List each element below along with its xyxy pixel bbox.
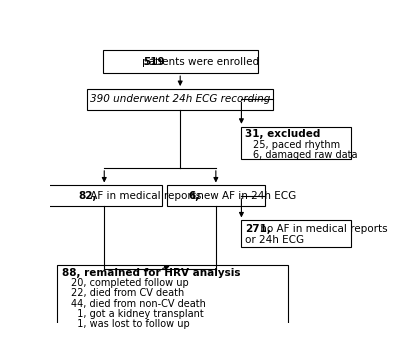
Bar: [167, 185, 265, 207]
Text: 44, died from non-CV death: 44, died from non-CV death: [71, 298, 206, 309]
Text: 22, died from CV death: 22, died from CV death: [71, 289, 184, 298]
Text: 31, excluded: 31, excluded: [245, 129, 320, 139]
Text: new AF in 24h ECG: new AF in 24h ECG: [194, 191, 296, 201]
Text: 1, got a kidney transplant: 1, got a kidney transplant: [71, 309, 204, 319]
Text: 1, was lost to follow up: 1, was lost to follow up: [71, 319, 190, 329]
Text: 25, paced rhythm: 25, paced rhythm: [253, 140, 340, 150]
Text: patients were enrolled: patients were enrolled: [142, 57, 259, 67]
Text: 6, damaged raw data: 6, damaged raw data: [253, 150, 357, 159]
Text: 6,: 6,: [188, 191, 200, 201]
Bar: [57, 265, 288, 328]
Bar: [242, 220, 352, 247]
Text: 271,: 271,: [245, 224, 271, 234]
Bar: [47, 185, 162, 207]
Bar: [87, 89, 273, 110]
Text: 519: 519: [143, 57, 165, 67]
Bar: [103, 50, 258, 73]
Text: 20, completed follow up: 20, completed follow up: [71, 278, 189, 288]
Text: AF in medical reports: AF in medical reports: [87, 191, 202, 201]
Bar: [242, 127, 352, 159]
Text: no AF in medical reports: no AF in medical reports: [257, 224, 388, 234]
Text: or 24h ECG: or 24h ECG: [245, 235, 304, 245]
Text: 390 underwent 24h ECG recording: 390 underwent 24h ECG recording: [90, 94, 270, 105]
Text: 88, remained for HRV analysis: 88, remained for HRV analysis: [62, 268, 240, 278]
Text: 82,: 82,: [78, 191, 96, 201]
